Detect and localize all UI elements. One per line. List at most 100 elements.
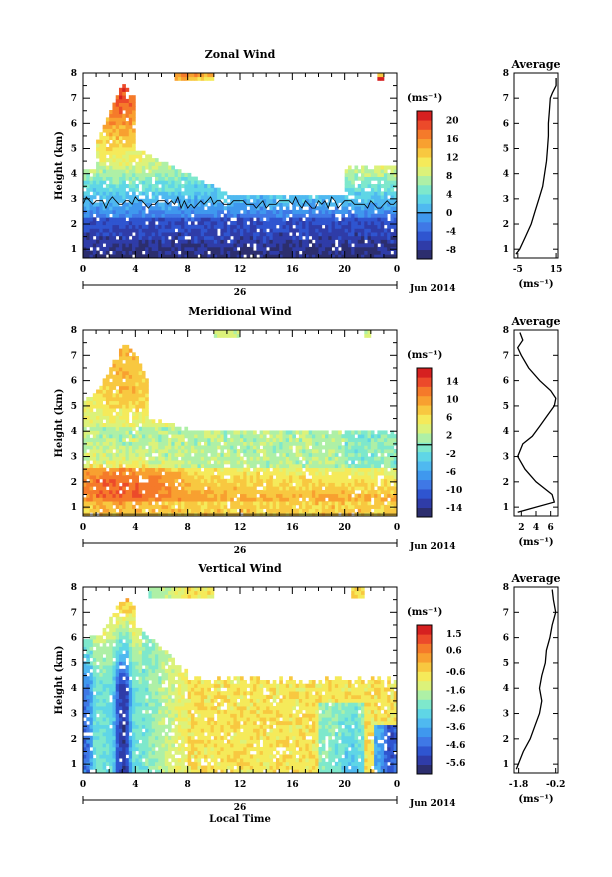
- heatmap-cell: [99, 177, 103, 181]
- heatmap-cell: [129, 442, 133, 446]
- heatmap-cell: [286, 453, 290, 457]
- heatmap-cell: [243, 232, 247, 236]
- heatmap-cell: [256, 199, 260, 203]
- heatmap-cell: [233, 505, 237, 509]
- heatmap-cell: [122, 497, 126, 501]
- heatmap-cell: [374, 445, 378, 449]
- heatmap-cell: [390, 232, 394, 236]
- heatmap-cell: [312, 505, 316, 509]
- heatmap-cell: [129, 106, 133, 110]
- heatmap-cell: [126, 214, 130, 218]
- heatmap-cell: [109, 386, 113, 390]
- heatmap-cell: [289, 497, 293, 501]
- heatmap-cell: [289, 442, 293, 446]
- heatmap-cell: [387, 471, 391, 475]
- heatmap-cell: [155, 180, 159, 184]
- heatmap-cell: [126, 363, 130, 367]
- heatmap-cell: [279, 210, 283, 214]
- heatmap-cell: [279, 490, 283, 494]
- heatmap-cell: [175, 177, 179, 181]
- heatmap-cell: [109, 228, 113, 232]
- heatmap-cell: [279, 471, 283, 475]
- heatmap-cell: [119, 180, 123, 184]
- heatmap-cell: [162, 509, 166, 513]
- heatmap-cell: [119, 195, 123, 199]
- heatmap-cell: [129, 225, 133, 229]
- heatmap-cell: [188, 206, 192, 210]
- heatmap-cell: [96, 401, 100, 405]
- heatmap-cell: [325, 471, 329, 475]
- heatmap-cell: [211, 225, 215, 229]
- heatmap-cell: [384, 449, 388, 453]
- heatmap-cell: [256, 217, 260, 221]
- heatmap-cell: [139, 438, 143, 442]
- heatmap-cell: [152, 468, 156, 472]
- heatmap-cell: [292, 475, 296, 479]
- heatmap-cell: [83, 206, 87, 210]
- heatmap-cell: [191, 497, 195, 501]
- heatmap-cell: [197, 475, 201, 479]
- heatmap-cell: [132, 240, 136, 244]
- heatmap-cell: [171, 490, 175, 494]
- heatmap-cell: [106, 479, 110, 483]
- heatmap-cell: [93, 173, 97, 177]
- heatmap-cell: [384, 214, 388, 218]
- heatmap-cell: [351, 475, 355, 479]
- heatmap-cell: [119, 188, 123, 192]
- heatmap-cell: [243, 438, 247, 442]
- heatmap-cell: [99, 180, 103, 184]
- heatmap-cell: [162, 240, 166, 244]
- heatmap-cell: [263, 460, 267, 464]
- heatmap-cell: [390, 206, 394, 210]
- heatmap-cell: [194, 456, 198, 460]
- heatmap-cell: [132, 103, 136, 107]
- heatmap-cell: [217, 456, 221, 460]
- heatmap-cell: [162, 494, 166, 498]
- heatmap-cell: [106, 390, 110, 394]
- heatmap-cell: [122, 494, 126, 498]
- heatmap-cell: [204, 191, 208, 195]
- heatmap-cell: [256, 475, 260, 479]
- y-tick-label: 6: [71, 377, 77, 387]
- heatmap-cell: [109, 434, 113, 438]
- heatmap-cell: [148, 199, 152, 203]
- heatmap-cell: [103, 151, 107, 155]
- heatmap-cell: [299, 483, 303, 487]
- heatmap-cell: [351, 232, 355, 236]
- heatmap-cell: [374, 199, 378, 203]
- heatmap-cell: [158, 217, 162, 221]
- heatmap-cell: [90, 736, 94, 740]
- heatmap-cell: [194, 501, 198, 505]
- heatmap-cell: [302, 475, 306, 479]
- heatmap-cell: [204, 456, 208, 460]
- heatmap-cell: [86, 210, 90, 214]
- heatmap-cell: [191, 456, 195, 460]
- heatmap-cell: [83, 468, 87, 472]
- heatmap-cell: [266, 438, 270, 442]
- heatmap-cell: [109, 494, 113, 498]
- heatmap-cell: [139, 158, 143, 162]
- heatmap-cell: [96, 762, 100, 766]
- heatmap-cell: [201, 191, 205, 195]
- heatmap-cell: [103, 471, 107, 475]
- heatmap-cell: [171, 442, 175, 446]
- heatmap-cell: [348, 445, 352, 449]
- heatmap-cell: [345, 434, 349, 438]
- heatmap-cell: [361, 468, 365, 472]
- heatmap-cell: [168, 214, 172, 218]
- heatmap-cell: [155, 158, 159, 162]
- heatmap-cell: [299, 195, 303, 199]
- heatmap-cell: [319, 475, 323, 479]
- heatmap-cell: [132, 468, 136, 472]
- heatmap-cell: [109, 114, 113, 118]
- heatmap-cell: [364, 442, 368, 446]
- heatmap-cell: [126, 509, 130, 513]
- heatmap-cell: [90, 706, 94, 710]
- heatmap-cell: [266, 449, 270, 453]
- heatmap-cell: [188, 180, 192, 184]
- heatmap-cell: [368, 236, 372, 240]
- heatmap-cell: [214, 217, 218, 221]
- heatmap-cell: [220, 483, 224, 487]
- heatmap-cell: [90, 471, 94, 475]
- heatmap-cell: [266, 494, 270, 498]
